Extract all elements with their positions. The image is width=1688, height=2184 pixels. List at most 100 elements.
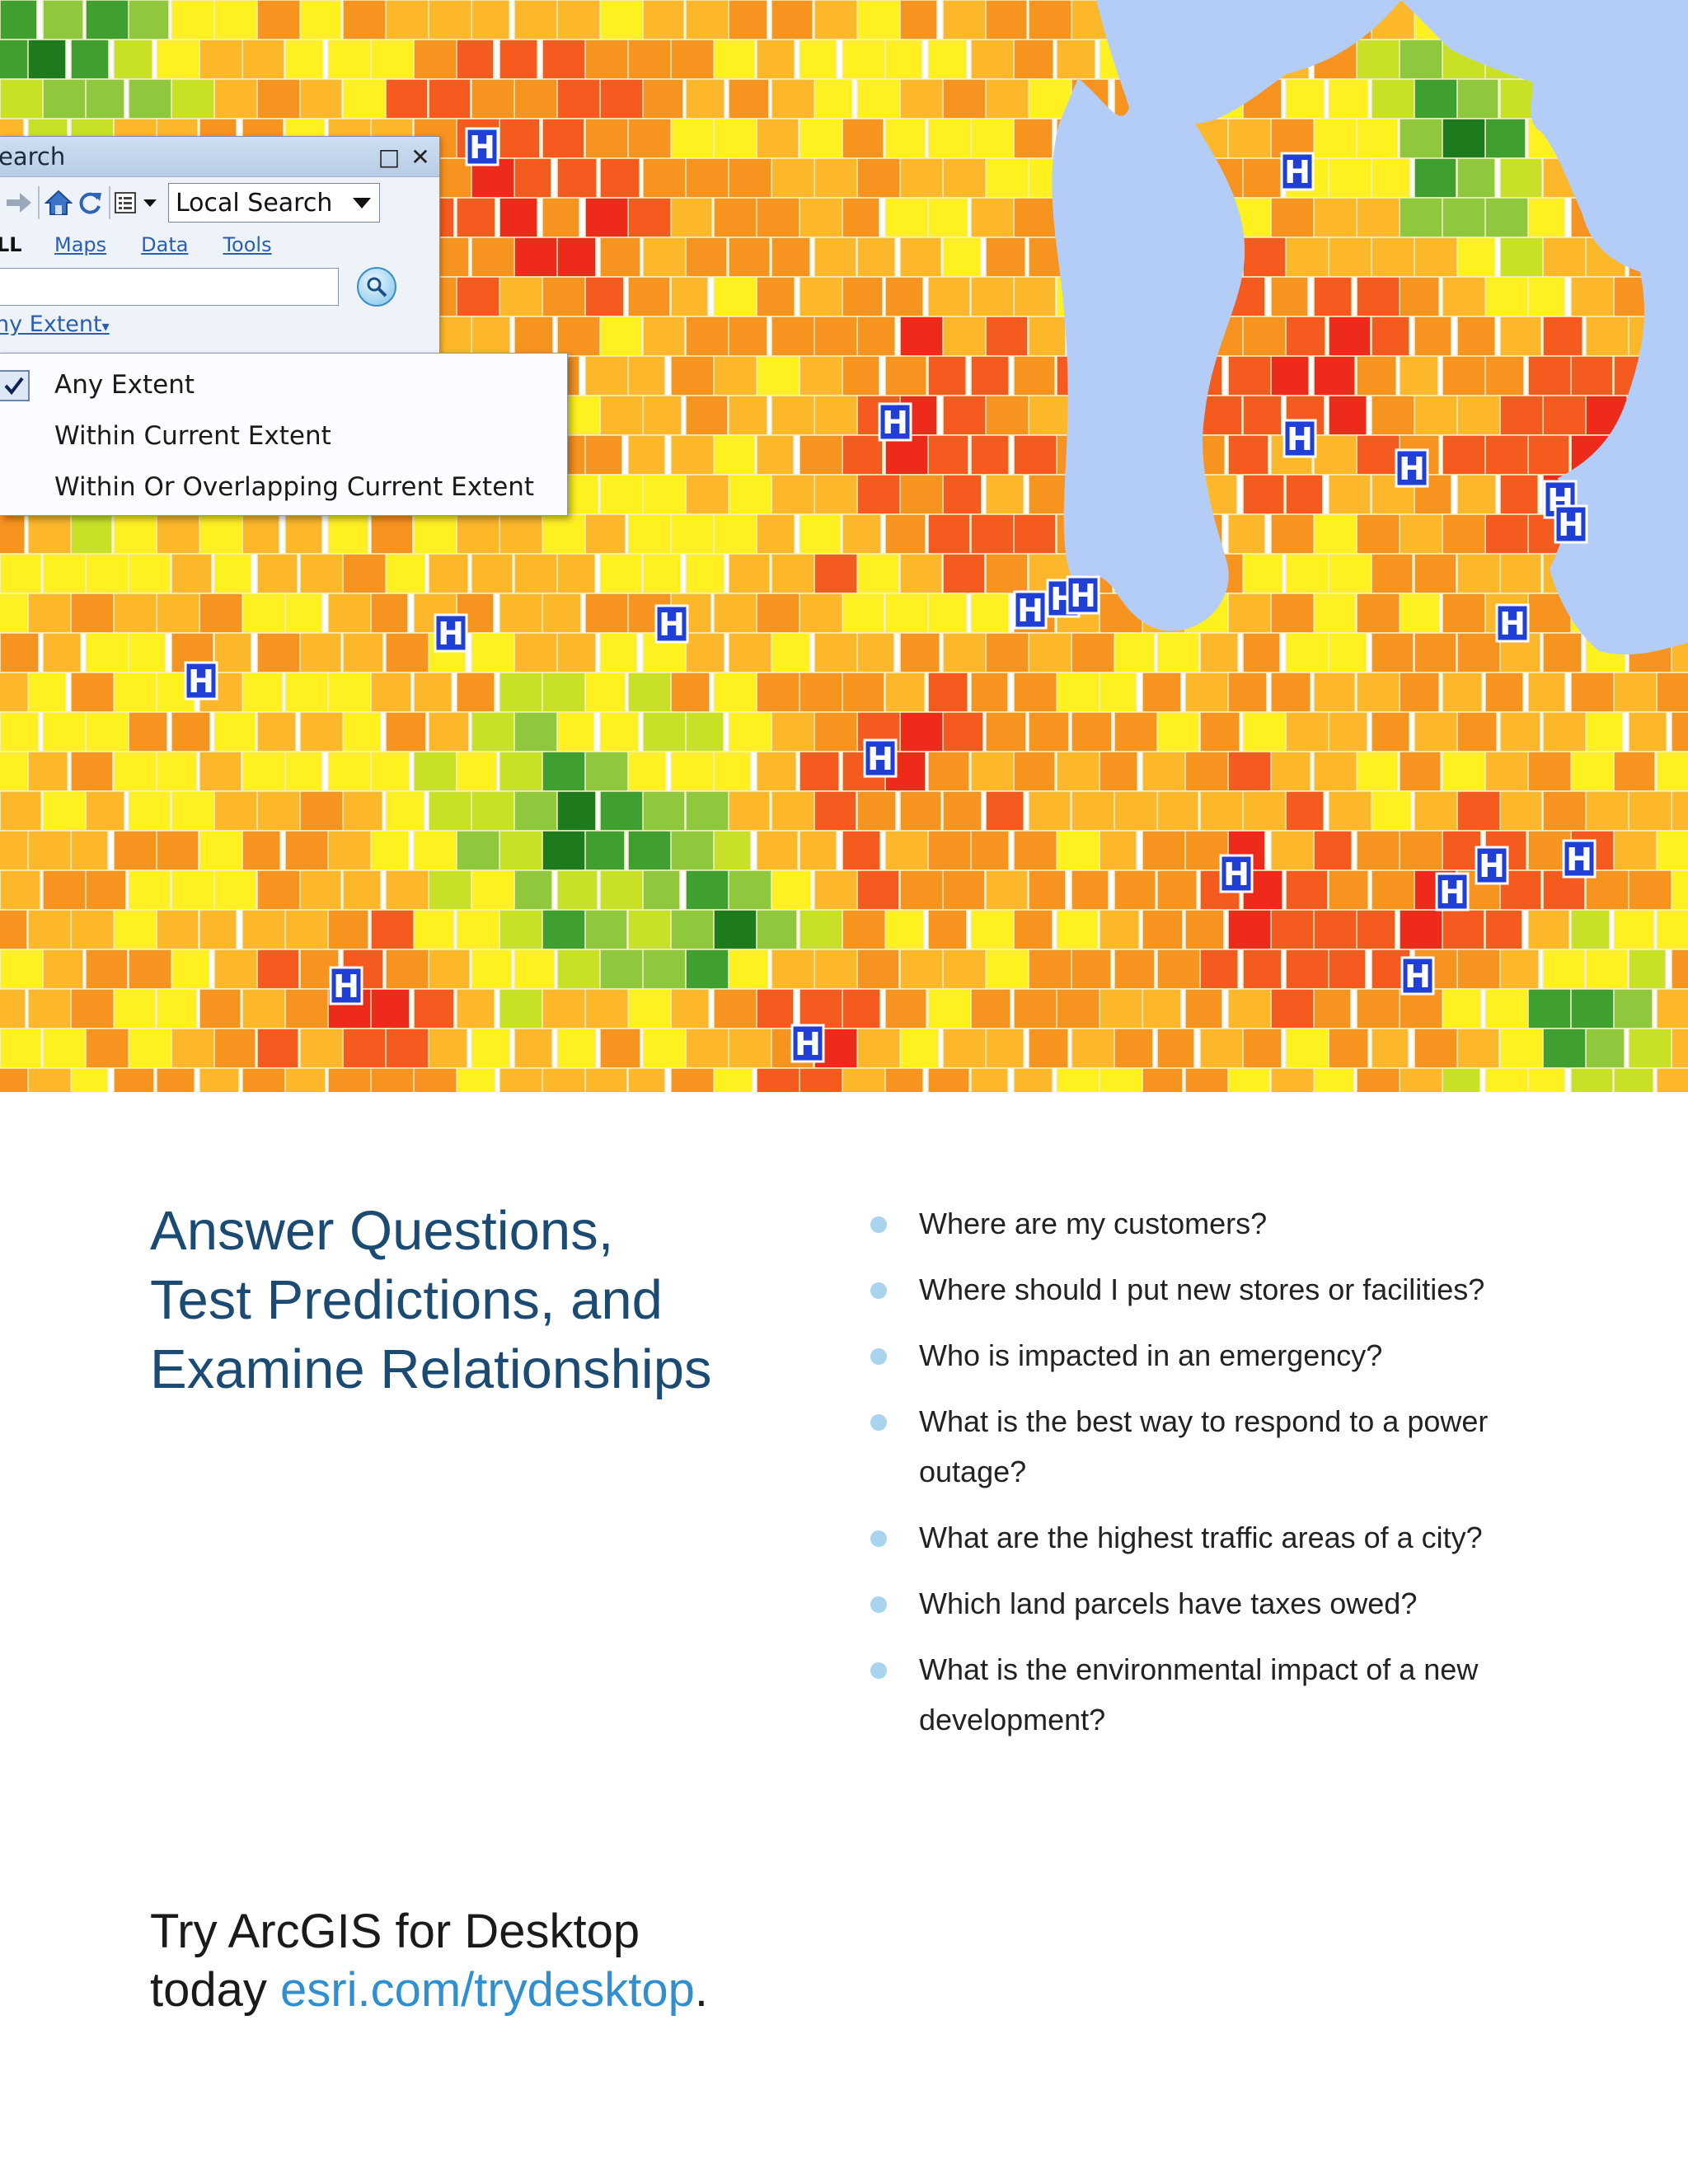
county-cell (456, 751, 498, 792)
hospital-marker-icon[interactable]: H (878, 402, 912, 442)
county-cell (771, 949, 819, 990)
hospital-marker-icon[interactable]: H (1066, 575, 1100, 615)
county-cell (213, 949, 260, 990)
county-cell (1499, 711, 1541, 752)
county-cell (513, 157, 552, 199)
county-cell (370, 751, 410, 792)
county-cell (413, 39, 460, 80)
county-cell (927, 39, 968, 80)
county-cell (556, 949, 605, 990)
county-cell (42, 790, 91, 832)
tab-tools[interactable]: Tools (223, 233, 272, 256)
hospital-marker-icon[interactable]: H (654, 604, 689, 644)
county-cell (113, 39, 153, 80)
county-cell (728, 316, 768, 357)
hospital-marker-icon[interactable]: H (434, 613, 468, 653)
county-cell (0, 1067, 33, 1092)
hospital-marker-icon[interactable]: H (184, 661, 218, 701)
menu-item-any-extent[interactable]: Any Extent (54, 370, 195, 400)
search-window-titlebar[interactable]: earch □ ✕ (0, 137, 439, 177)
county-cell (199, 513, 247, 555)
question-list: Where are my customers? Where should I p… (865, 1198, 1591, 1760)
county-cell (1013, 672, 1059, 713)
county-cell (584, 118, 629, 159)
county-cell (27, 1067, 74, 1092)
menu-item-within-or-overlapping[interactable]: Within Or Overlapping Current Extent (54, 472, 535, 502)
county-cell (1285, 869, 1329, 911)
hospital-marker-icon[interactable]: H (1395, 448, 1429, 488)
county-cell (1542, 711, 1590, 752)
hospital-marker-icon[interactable]: H (1219, 854, 1254, 893)
tab-data[interactable]: Data (141, 233, 189, 256)
county-cell (241, 830, 281, 871)
county-cell (199, 830, 244, 871)
county-cell (513, 316, 554, 357)
tab-maps[interactable]: Maps (54, 233, 107, 256)
hospital-marker-icon[interactable]: H (790, 1024, 825, 1063)
hospital-marker-icon[interactable]: H (1495, 603, 1530, 643)
county-cell (327, 672, 376, 713)
county-cell (0, 78, 46, 120)
county-cell (1013, 988, 1061, 1029)
search-button[interactable] (357, 267, 396, 307)
hospital-marker-icon[interactable]: H (1282, 419, 1317, 458)
county-cell (1527, 434, 1570, 476)
county-cell (1270, 909, 1319, 950)
county-cell (1071, 949, 1112, 990)
county-cell (113, 830, 162, 871)
hospital-marker-icon[interactable]: H (1554, 504, 1588, 544)
county-cell (556, 869, 598, 911)
county-cell (642, 78, 684, 120)
hospital-marker-icon[interactable]: H (1435, 872, 1470, 912)
menu-item-within-current-extent[interactable]: Within Current Extent (54, 421, 331, 451)
trydesktop-link[interactable]: esri.com/trydesktop (280, 1963, 695, 2017)
home-icon[interactable] (43, 186, 74, 219)
question-item: Where should I put new stores or facilit… (865, 1264, 1591, 1315)
maximize-icon[interactable]: □ (377, 143, 401, 171)
county-cell (899, 0, 938, 40)
forward-arrow-icon[interactable] (3, 186, 35, 219)
county-cell (599, 474, 645, 515)
county-cell (1399, 197, 1447, 238)
county-cell (513, 711, 561, 752)
county-cell (642, 949, 687, 990)
county-cell (1656, 1067, 1688, 1092)
county-cell (884, 197, 931, 238)
search-input[interactable] (0, 268, 339, 306)
county-cell (670, 39, 719, 80)
extent-filter-link[interactable]: ny Extent▾ (0, 312, 110, 335)
county-cell (256, 869, 305, 911)
county-cell (513, 949, 556, 990)
hospital-marker-icon[interactable]: H (329, 966, 363, 1005)
county-cell (642, 0, 685, 40)
county-cell (856, 474, 902, 515)
search-scope-select[interactable]: Local Search (168, 183, 380, 223)
county-cell (599, 237, 641, 278)
county-cell (1414, 553, 1457, 594)
county-cell (1028, 0, 1076, 40)
view-options-icon[interactable] (114, 186, 162, 219)
county-cell (1671, 790, 1688, 832)
hospital-marker-icon[interactable]: H (1475, 846, 1509, 885)
hospital-marker-icon[interactable]: H (1013, 590, 1048, 630)
county-cell (1371, 790, 1412, 832)
county-cell (1613, 988, 1653, 1029)
refresh-icon[interactable] (74, 186, 106, 219)
hospital-marker-icon[interactable]: H (1280, 152, 1315, 191)
county-cell (584, 276, 625, 317)
search-window[interactable]: earch □ ✕ Local Search LL Maps Data Tool… (0, 136, 440, 356)
extent-dropdown-menu[interactable]: Any Extent Within Current Extent Within … (0, 353, 568, 516)
close-icon[interactable]: ✕ (410, 143, 430, 171)
hospital-marker-icon[interactable]: H (1562, 839, 1597, 879)
hospital-marker-icon[interactable]: H (1400, 956, 1435, 996)
hospital-marker-icon[interactable]: H (863, 738, 898, 778)
county-cell (1328, 237, 1376, 278)
county-cell (342, 632, 384, 673)
county-cell (1613, 830, 1658, 871)
county-cell (85, 632, 131, 673)
hospital-marker-icon[interactable]: H (465, 127, 499, 166)
county-cell (1442, 513, 1491, 555)
county-cell (842, 830, 881, 871)
county-cell (499, 830, 546, 871)
tab-all[interactable]: LL (0, 233, 22, 256)
